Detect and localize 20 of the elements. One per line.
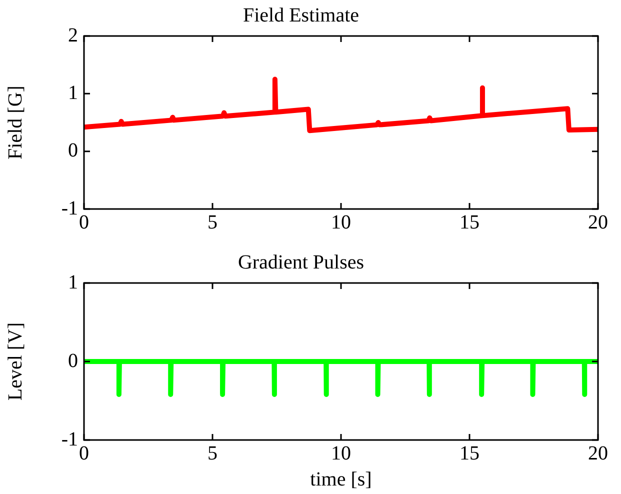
x-tick-label: 20 xyxy=(588,211,608,234)
y-tick-label: -1 xyxy=(61,428,78,450)
chart-title: Field Estimate xyxy=(242,4,360,26)
y-tick-label: 0 xyxy=(68,350,78,372)
x-tick-label: 10 xyxy=(331,211,351,234)
y-tick-label: -1 xyxy=(61,197,78,220)
y-tick-label: 1 xyxy=(68,82,78,104)
x-tick-label: 5 xyxy=(208,442,218,464)
x-tick-label: 15 xyxy=(460,442,480,464)
y-tick-label: 1 xyxy=(68,271,78,294)
x-axis-title: time [s] xyxy=(310,468,372,490)
y-axis-title: Field [G] xyxy=(4,86,26,160)
x-tick-label: 20 xyxy=(588,442,608,464)
y-tick-label: 2 xyxy=(68,24,78,46)
x-tick-label: 15 xyxy=(460,211,480,234)
chart-title: Gradient Pulses xyxy=(238,251,364,274)
y-tick-label: 0 xyxy=(68,140,78,162)
x-tick-label: 5 xyxy=(208,211,218,234)
x-tick-label: 10 xyxy=(331,442,351,464)
y-axis-title: Level [V] xyxy=(4,322,26,401)
